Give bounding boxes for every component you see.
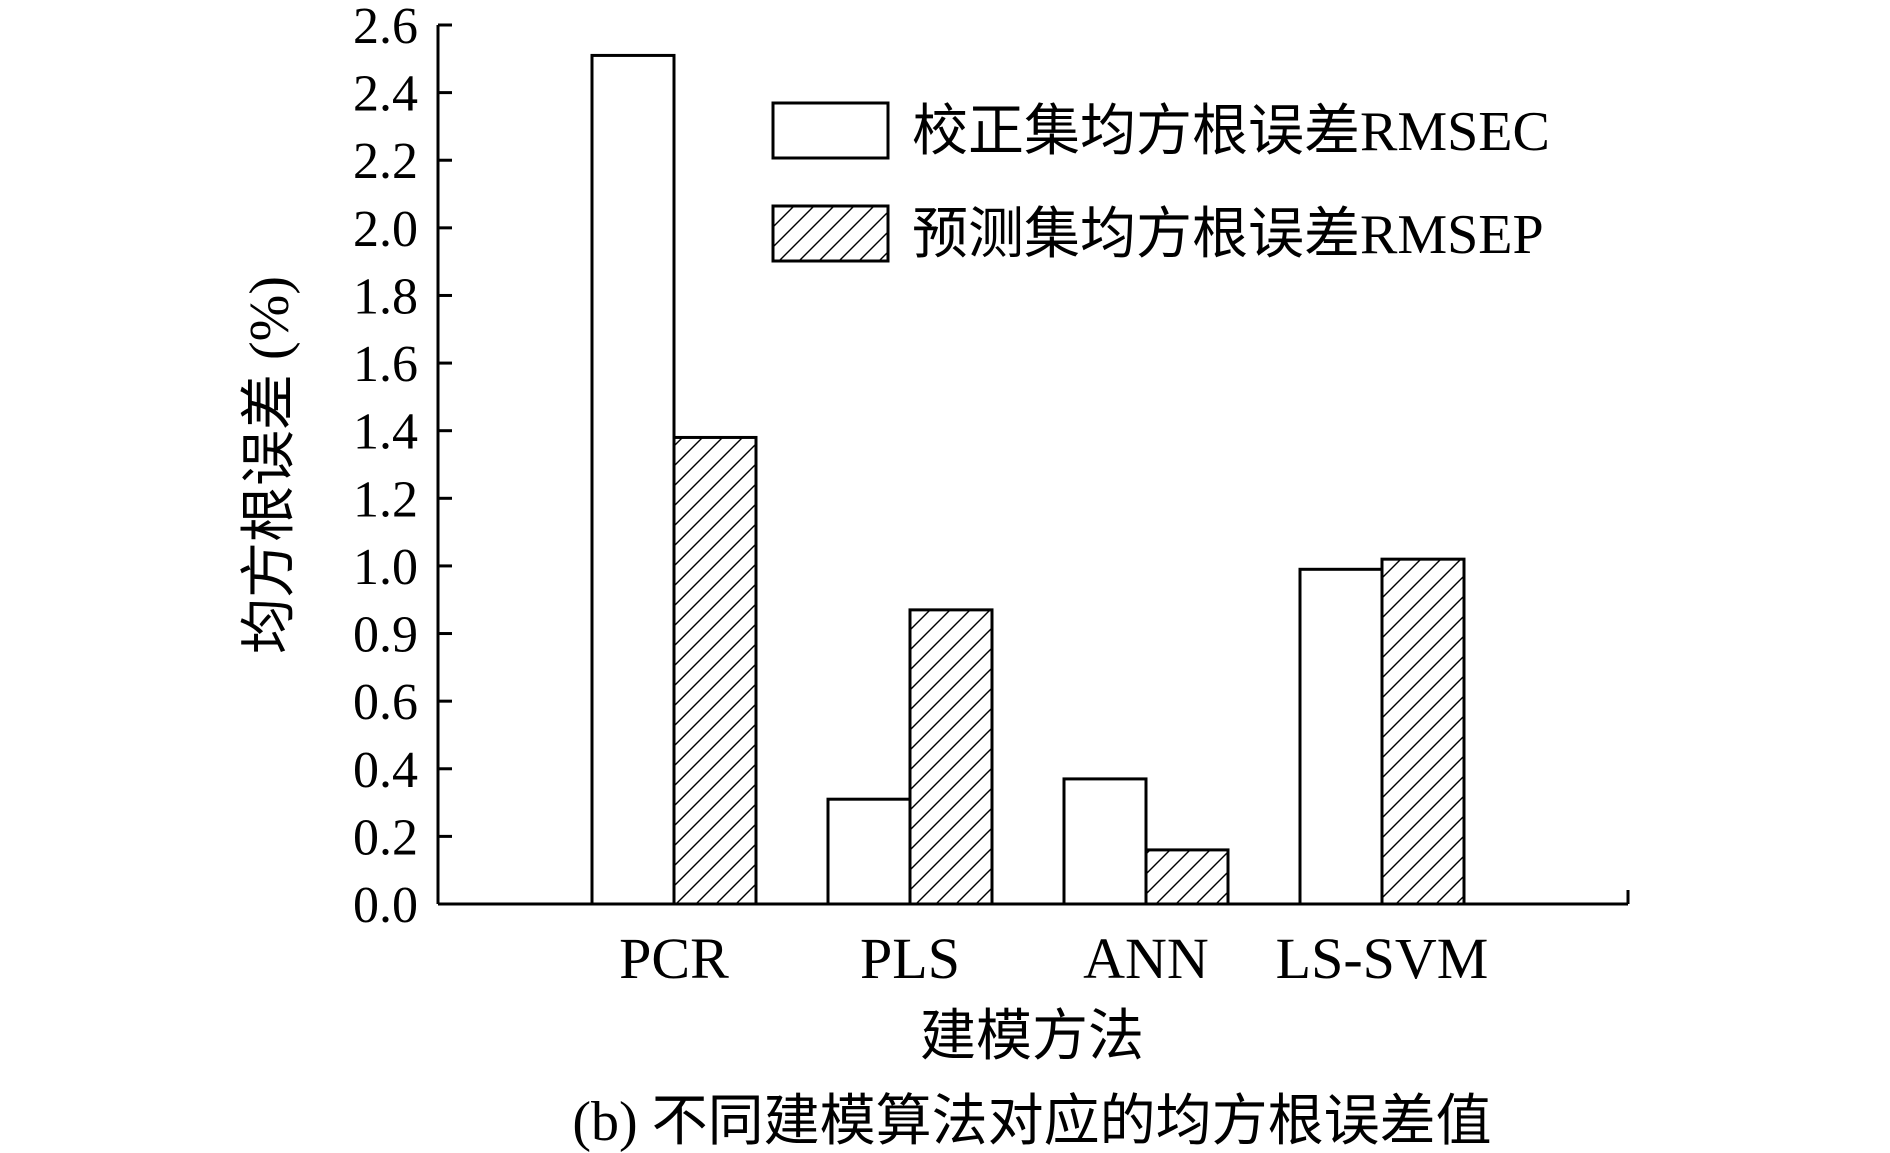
bar-pcr-rmsep (672, 435, 758, 906)
y-tick-label: 2.4 (353, 66, 418, 123)
legend-swatch-rmsec (771, 101, 890, 160)
bar-pls-rmsep (908, 608, 994, 906)
y-tick-label: 0.4 (353, 742, 418, 799)
y-tick-label: 2.0 (353, 201, 418, 258)
x-category-label: LS-SVM (1276, 926, 1489, 991)
legend-label-rmsep: 预测集均方根误差RMSEP (912, 204, 1544, 266)
figure-caption: (b) 不同建模算法对应的均方根误差值 (572, 1091, 1491, 1153)
x-category-label: ANN (1083, 926, 1209, 991)
y-tick-label: 2.6 (353, 0, 418, 55)
x-category-label: PLS (860, 926, 960, 991)
y-tick-label: 1.8 (353, 268, 418, 325)
y-axis-title: 均方根误差 (%) (239, 276, 301, 654)
legend-swatch-rmsep (771, 204, 890, 263)
y-tick-label: 1.6 (353, 336, 418, 393)
legend-label-rmsec: 校正集均方根误差RMSEC (912, 101, 1550, 163)
y-tick-label: 0.2 (353, 809, 418, 866)
legend: 校正集均方根误差RMSEC 预测集均方根误差RMSEP (771, 101, 1550, 266)
bar-ann-rmsep (1144, 848, 1230, 906)
x-axis-categories: PCR PLS ANN LS-SVM (619, 926, 1488, 991)
bar-ls-svm-rmsec (1298, 567, 1384, 906)
bar-ls-svm-rmsep (1380, 557, 1466, 906)
y-tick-label: 0.6 (353, 674, 418, 731)
bar-pls-rmsec (826, 797, 912, 906)
bar-ann-rmsec (1062, 777, 1148, 906)
y-tick-label: 1.2 (353, 471, 418, 528)
y-tick-label: 1.4 (353, 404, 418, 461)
bars (590, 53, 1466, 906)
y-tick-label: 0.0 (353, 877, 418, 934)
x-category-label: PCR (619, 926, 729, 991)
y-tick-label: 1.0 (353, 539, 418, 596)
y-tick-label: 0.9 (353, 607, 418, 664)
x-axis-title: 建模方法 (920, 1006, 1144, 1068)
bar-pcr-rmsec (590, 53, 676, 906)
y-axis-ticks: 0.0 0.2 0.4 0.6 0.9 1.0 1.2 1.4 1.6 1.8 2.0 2.2 2.4 2… (353, 0, 452, 934)
y-tick-label: 2.2 (353, 133, 418, 190)
